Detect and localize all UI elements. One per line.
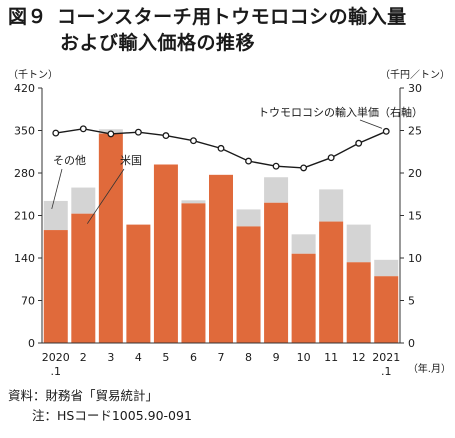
right-tick-label-20: 20 [408, 167, 422, 180]
x-tick-label-line-5-0: 6 [190, 351, 197, 364]
price-point-7 [245, 157, 252, 165]
x-tick-label-line-3-0: 4 [135, 351, 142, 364]
x-tick-label-line-1-0: 2 [80, 351, 87, 364]
bar-us-3 [126, 224, 151, 343]
x-tick-label-1: 2 [80, 351, 87, 364]
x-tick-label-line-2-0: 3 [107, 351, 114, 364]
title-line-1: 図９ コーンスターチ用トウモロコシの輸入量 [8, 4, 448, 30]
right-tick-label-0: 0 [408, 337, 415, 350]
title-text-2: および輸入価格の推移 [60, 32, 256, 54]
x-tick-label-line-4-0: 5 [162, 351, 169, 364]
bar-us-10 [319, 221, 344, 343]
bar-us-4 [153, 164, 178, 343]
x-tick-label-line-6-0: 7 [218, 351, 225, 364]
right-tick-label-10: 10 [408, 252, 422, 265]
figure-label: 図９ [8, 6, 48, 28]
price-line-layer [52, 125, 390, 172]
bar-other-10 [319, 189, 344, 222]
us-series-label: 米国 [120, 154, 142, 167]
x-tick-label-5: 6 [190, 351, 197, 364]
price-line-leader [359, 119, 383, 129]
bar-us-2 [98, 133, 123, 343]
footer: 資料：財務省「貿易統計」 注：HSコード1005.90-091 [8, 386, 192, 426]
left-axis-unit: （千トン） [8, 69, 58, 81]
right-tick-label-30: 30 [408, 82, 422, 95]
bars-layer [43, 129, 399, 343]
bar-other-11 [346, 224, 371, 263]
hs-code-note: 注：HSコード1005.90-091 [32, 408, 192, 423]
price-point-1 [79, 125, 87, 133]
x-tick-label-11: 12 [352, 351, 366, 364]
bar-us-7 [236, 226, 261, 343]
x-tick-label-line-12-1: .1 [381, 365, 392, 378]
right-axis-unit: （千円／トン） [380, 69, 450, 81]
right-tick-label-5: 5 [408, 295, 415, 308]
x-tick-label-8: 9 [273, 351, 280, 364]
price-point-2 [107, 130, 115, 138]
bar-us-8 [264, 202, 289, 343]
left-tick-label-140: 140 [14, 252, 35, 265]
price-line-label: トウモロコシの輸入単価（右軸） [258, 105, 423, 119]
x-tick-label-7: 8 [245, 351, 252, 364]
x-tick-label-10: 11 [324, 351, 338, 364]
x-axis-unit: （年.月） [408, 362, 451, 375]
other-series-leader [51, 168, 63, 210]
left-tick-label-0: 0 [28, 337, 35, 350]
price-point-8 [272, 162, 280, 170]
source-note: 資料：財務省「貿易統計」 [8, 388, 159, 403]
bar-other-8 [264, 177, 289, 203]
bar-us-11 [346, 262, 371, 343]
bar-us-1 [71, 213, 96, 343]
bar-us-12 [374, 276, 399, 343]
bar-other-5 [181, 200, 206, 204]
x-tick-label-line-12-0: 2021 [372, 351, 400, 364]
price-point-3 [134, 128, 142, 136]
x-tick-label-2: 3 [107, 351, 114, 364]
x-tick-label-line-7-0: 8 [245, 351, 252, 364]
title-text-1: コーンスターチ用トウモロコシの輸入量 [57, 6, 407, 28]
left-tick-label-70: 70 [21, 295, 35, 308]
x-tick-label-12: 2021.1 [372, 351, 400, 378]
x-tick-label-4: 5 [162, 351, 169, 364]
x-tick-label-0: 2020.1 [42, 351, 70, 378]
bar-other-0 [43, 200, 68, 231]
price-point-10 [327, 154, 335, 162]
bar-us-0 [43, 230, 68, 343]
left-tick-label-280: 280 [14, 167, 35, 180]
x-tick-label-line-0-1: .1 [51, 365, 62, 378]
chart-title: 図９ コーンスターチ用トウモロコシの輸入量 および輸入価格の推移 [8, 4, 448, 56]
other-series-label: その他 [53, 154, 86, 167]
x-tick-label-line-10-0: 11 [324, 351, 338, 364]
x-tick-label-line-8-0: 9 [273, 351, 280, 364]
us-series-leader [86, 168, 125, 224]
right-tick-label-25: 25 [408, 125, 422, 138]
x-tick-label-line-0-0: 2020 [42, 351, 70, 364]
left-tick-label-420: 420 [14, 82, 35, 95]
x-tick-label-9: 10 [297, 351, 311, 364]
left-tick-label-350: 350 [14, 125, 35, 138]
x-tick-label-line-11-0: 12 [352, 351, 366, 364]
x-tick-label-6: 7 [218, 351, 225, 364]
bar-other-1 [71, 187, 96, 214]
bar-other-12 [374, 259, 399, 277]
bar-other-7 [236, 209, 261, 227]
left-tick-label-210: 210 [14, 210, 35, 223]
price-point-12 [382, 127, 390, 135]
x-tick-label-line-9-0: 10 [297, 351, 311, 364]
right-tick-label-15: 15 [408, 210, 422, 223]
bar-other-9 [291, 234, 316, 254]
price-point-6 [217, 144, 225, 152]
price-point-9 [300, 164, 308, 172]
price-point-4 [162, 132, 170, 140]
x-tick-label-3: 4 [135, 351, 142, 364]
annotations-layer: トウモロコシの輸入単価（右軸） その他 米国 [51, 105, 423, 224]
price-point-5 [190, 137, 197, 145]
bar-us-6 [209, 174, 233, 343]
price-point-11 [355, 139, 363, 147]
bar-us-9 [291, 253, 316, 343]
bar-us-5 [181, 203, 206, 343]
price-point-0 [52, 129, 60, 137]
